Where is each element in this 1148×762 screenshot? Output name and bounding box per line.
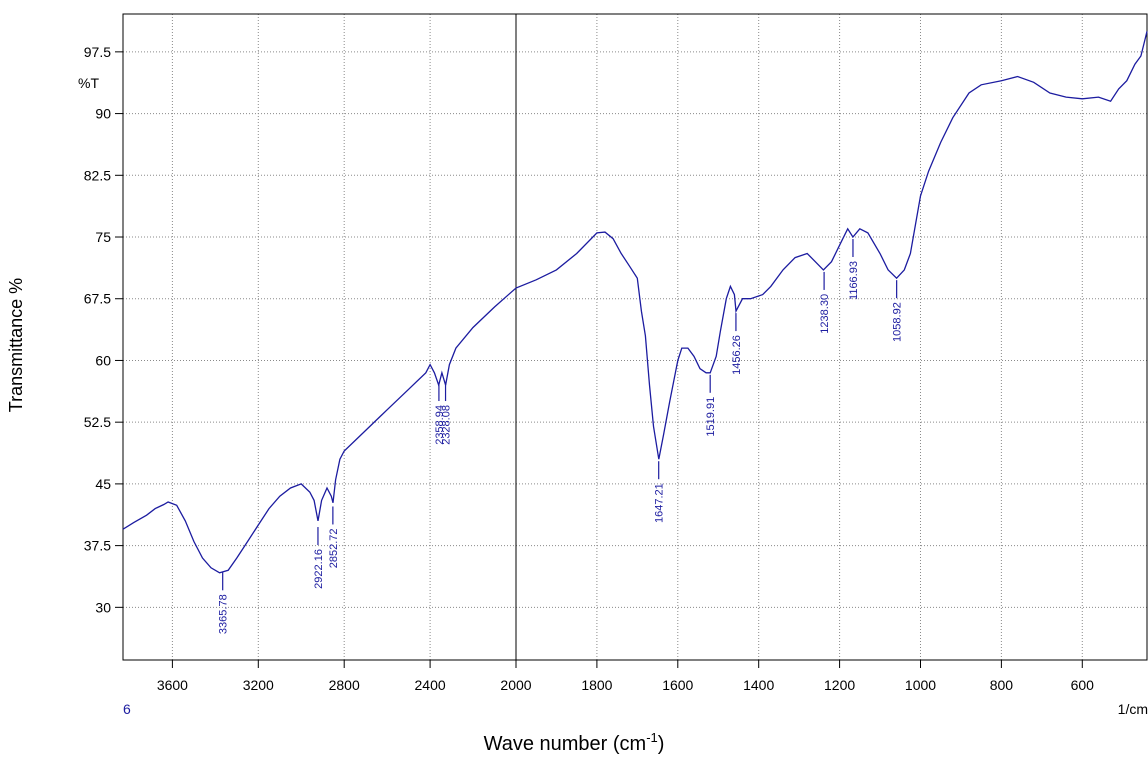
x-tick-label: 1800 bbox=[581, 677, 612, 693]
peak-label: 1166.93 bbox=[848, 261, 860, 300]
x-axis-label: Wave number (cm-1) bbox=[484, 730, 665, 755]
peak-label: 1519.91 bbox=[705, 397, 717, 437]
peak-label: 3365.78 bbox=[218, 594, 230, 634]
y-tick-label: 67.5 bbox=[84, 291, 111, 307]
x-tick-label: 3600 bbox=[157, 677, 188, 693]
y-tick-label: 60 bbox=[95, 352, 111, 368]
peak-label: 2328.08 bbox=[441, 405, 453, 445]
x-tick-label: 1400 bbox=[743, 677, 774, 693]
y-tick-label: 37.5 bbox=[84, 538, 111, 554]
y-tick-label: 75 bbox=[95, 229, 111, 245]
x-tick-label: 2400 bbox=[415, 677, 446, 693]
x-axis-label-end: ) bbox=[658, 733, 665, 755]
x-tick-label: 800 bbox=[990, 677, 1014, 693]
peak-label: 1647.21 bbox=[654, 483, 666, 523]
y-tick-label: 30 bbox=[95, 599, 111, 615]
peak-label: 2852.72 bbox=[328, 528, 340, 568]
y-tick-label: 45 bbox=[95, 476, 111, 492]
y-axis-label: Transmittance % bbox=[6, 278, 26, 412]
y-tick-label: 97.5 bbox=[84, 44, 111, 60]
peak-label: 2358.94 bbox=[434, 405, 446, 445]
peak-label: 1058.92 bbox=[892, 302, 904, 342]
y-tick-label: 82.5 bbox=[84, 167, 111, 183]
x-axis-label-sup: -1 bbox=[646, 730, 658, 745]
y-unit: %T bbox=[78, 75, 99, 91]
peak-label: 2922.16 bbox=[313, 549, 325, 589]
y-tick-label: 52.5 bbox=[84, 414, 111, 430]
peak-label: 1456.26 bbox=[731, 335, 743, 375]
x-tick-label: 600 bbox=[1071, 677, 1095, 693]
spectrum-line bbox=[122, 31, 1148, 574]
x-tick-label: 2000 bbox=[500, 677, 531, 693]
x-tick-label: 3200 bbox=[243, 677, 274, 693]
plot-frame bbox=[122, 13, 1148, 661]
x-tick-label: 1000 bbox=[905, 677, 936, 693]
x-tick-label: 1600 bbox=[662, 677, 693, 693]
x-tick-label: 1200 bbox=[824, 677, 855, 693]
peak-label: 1238.30 bbox=[819, 294, 831, 334]
x-tick-label: 2800 bbox=[329, 677, 360, 693]
y-tick-label: 90 bbox=[95, 106, 111, 122]
x-start-label: 6 bbox=[123, 701, 131, 717]
x-axis-label-text: Wave number (cm bbox=[484, 733, 647, 755]
x-end-label: 1/cm bbox=[1118, 701, 1148, 717]
